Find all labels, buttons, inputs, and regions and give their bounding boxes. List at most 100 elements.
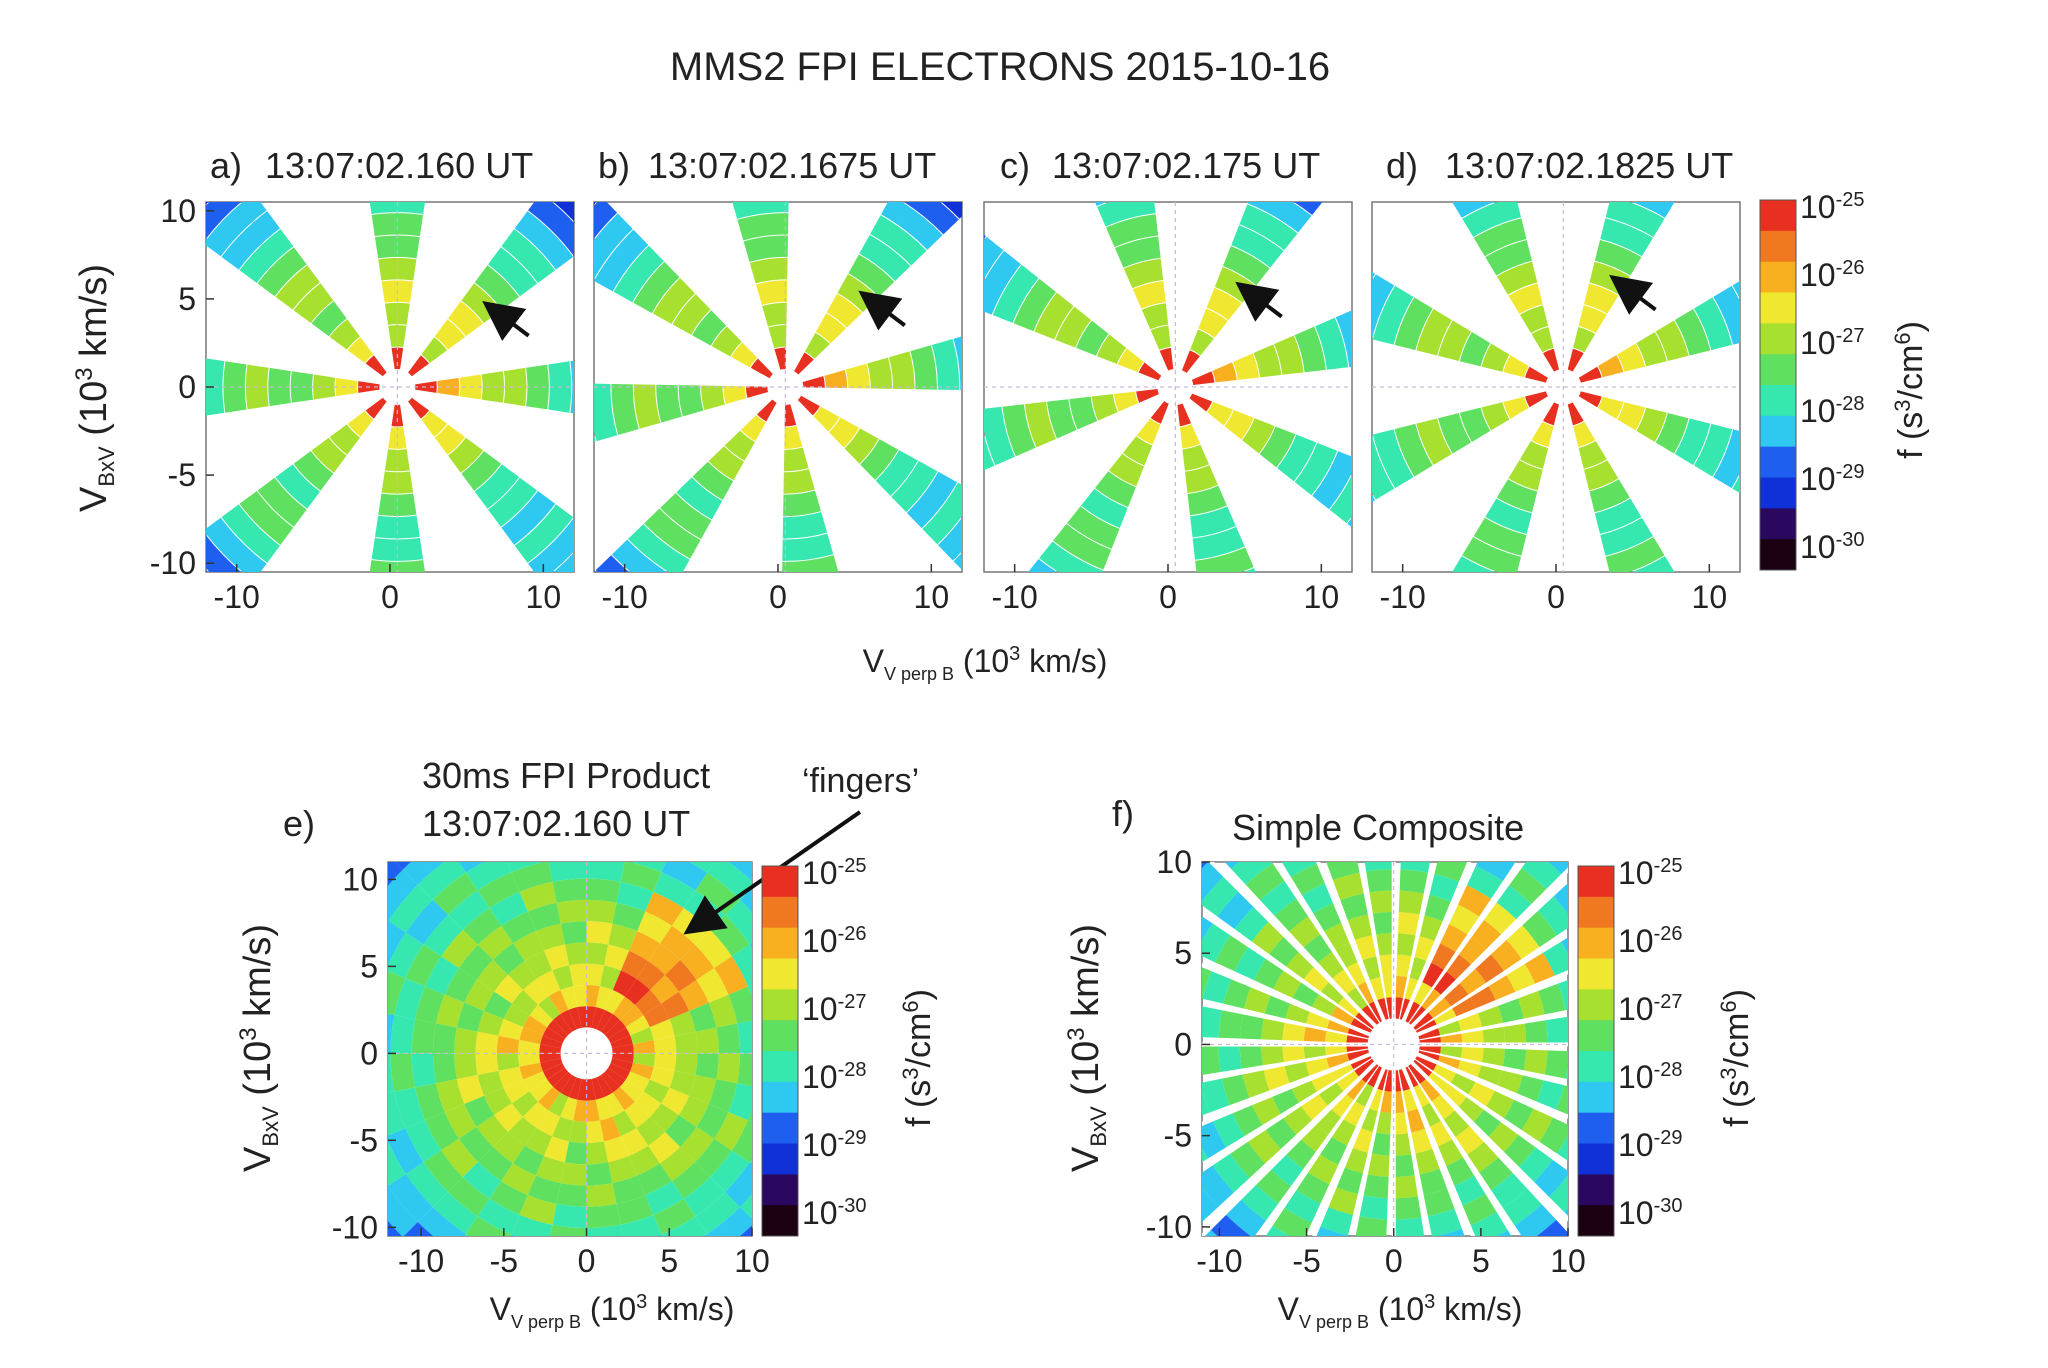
vdf-cell [1428, 997, 1451, 1019]
vdf-cell [1265, 1225, 1291, 1236]
vdf-cell [608, 1063, 631, 1080]
y-tick-label: 10 [342, 861, 378, 897]
x-tick-label: 5 [660, 1243, 678, 1279]
wedge-cell [782, 533, 834, 561]
vdf-cell [599, 1116, 621, 1142]
vdf-cell [604, 1067, 626, 1087]
vdf-cell [1224, 1198, 1266, 1236]
vdf-cell [542, 1027, 565, 1044]
vdf-cell [1427, 1072, 1450, 1093]
wedge-cell [1108, 453, 1145, 487]
panel-d: -10 0 10 [1371, 201, 1741, 615]
wedge-cell [1674, 308, 1711, 356]
vdf-cell [511, 1091, 539, 1117]
wedge-cell [1055, 306, 1092, 348]
vdf-cell [612, 902, 646, 932]
wedge-cell [290, 371, 314, 403]
wedge-cell [1459, 332, 1491, 367]
top-ylabel: VBxV (103 km/s) [71, 264, 119, 512]
vdf-cell [550, 1224, 587, 1236]
vdf-cell [1522, 910, 1558, 948]
vdf-cell [1431, 1094, 1455, 1120]
wedge-cell [1200, 589, 1271, 627]
vdf-cell [1460, 1193, 1497, 1227]
vdf-cell [716, 1023, 741, 1054]
vdf-cell [1296, 768, 1343, 800]
vdf-cell [1482, 1026, 1505, 1045]
vdf-cell [311, 1104, 347, 1161]
vdf-cell [632, 1053, 656, 1067]
vdf-cell [388, 1185, 418, 1236]
wedge-cell [750, 358, 773, 379]
wedge-cell [371, 213, 424, 237]
top-xlabel-unit-prefix: (10 [954, 643, 1009, 679]
top-ylabel-unit-exp: 3 [71, 367, 98, 380]
wedge-cell [335, 377, 358, 397]
top-xlabel-unit-suffix: km/s) [1020, 643, 1107, 679]
wedge-cell [257, 477, 307, 527]
wedge-cell [1223, 246, 1270, 286]
vdf-cell [1393, 1154, 1415, 1178]
vdf-cell [586, 878, 621, 903]
y-tick-label: 0 [178, 369, 196, 405]
vdf-cell [1461, 1047, 1484, 1062]
vdf-cell [1284, 1190, 1321, 1223]
vdf-cell [1403, 784, 1445, 810]
vdf-cell [653, 1053, 677, 1071]
vdf-cell [1476, 1065, 1502, 1088]
vdf-cell [1265, 1118, 1297, 1150]
vdf-cell [689, 1075, 717, 1104]
wedge-cell [388, 325, 407, 348]
wedge-cell [724, 430, 755, 461]
vdf-cell [1412, 1012, 1434, 1030]
wedge-cell [906, 471, 958, 529]
vdf-cell [612, 1110, 637, 1137]
vdf-cell [1282, 1022, 1306, 1041]
colorbar-segment [1578, 1112, 1614, 1144]
wedge-cell [652, 278, 695, 324]
vdf-cell [529, 1079, 554, 1102]
wedge-cell [257, 247, 307, 297]
wedge-cell [1416, 308, 1452, 356]
panel-a-letter: a) [210, 145, 242, 186]
wedge-cell [784, 404, 797, 427]
vdf-cell [1318, 1206, 1353, 1236]
colorbar-segment [762, 1205, 798, 1237]
vdf-cell [1332, 872, 1364, 901]
wedge-cell [369, 202, 426, 214]
vdf-cell [493, 943, 525, 975]
vdf-cell [1452, 997, 1477, 1019]
vdf-cell [1421, 988, 1443, 1011]
vdf-cell [1491, 1173, 1528, 1208]
y-tick-label: -5 [168, 457, 196, 493]
vdf-cell [1539, 1117, 1568, 1154]
y-tick-label: 0 [1174, 1026, 1192, 1062]
vdf-cell [586, 1078, 596, 1101]
vdf-cell [716, 1053, 741, 1084]
composite-gap [1392, 1042, 1568, 1119]
vdf-cell [648, 943, 681, 975]
vdf-cell [1223, 977, 1252, 1009]
vdf-cell [1459, 937, 1488, 966]
wedge-cell [867, 357, 893, 389]
vdf-cell [462, 908, 502, 945]
wedge-cell [737, 213, 789, 241]
vdf-cell [586, 899, 617, 924]
vdf-cell [586, 984, 600, 1008]
vdf-cell [553, 1014, 573, 1035]
vdf-cell [1367, 1153, 1390, 1177]
vdf-cell [608, 1027, 631, 1044]
colorbar-f-label: f (s3/cm6) [1716, 989, 1756, 1127]
vdf-cell [1347, 1049, 1370, 1061]
x-tick-label: 0 [1159, 579, 1177, 615]
x-tick-label: 0 [381, 579, 399, 615]
vdf-cell [447, 1176, 490, 1217]
vdf-cell [1419, 1045, 1441, 1054]
vdf-cell [591, 1077, 605, 1100]
vdf-cell [1466, 865, 1503, 899]
vdf-cell [586, 1006, 596, 1028]
vdf-cell [288, 1169, 336, 1233]
vdf-cell [1468, 1082, 1495, 1107]
vdf-cell [1202, 1119, 1227, 1159]
vdf-cell [519, 1027, 543, 1045]
